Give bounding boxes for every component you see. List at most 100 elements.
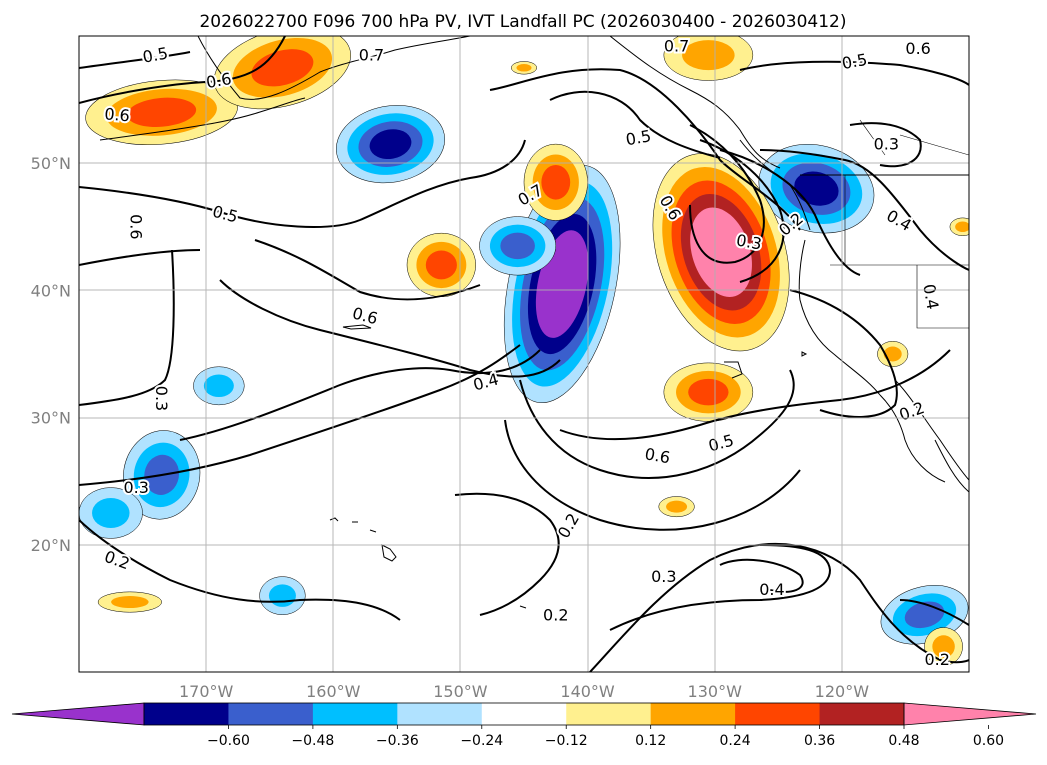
contour-label: 0.6 <box>905 39 930 58</box>
pv-anomaly-feature <box>652 153 790 352</box>
contour-label: 0.7 <box>359 46 384 65</box>
colorbar-tick-label: 0.48 <box>888 733 919 749</box>
colorbar-tick-label: 0.12 <box>635 733 666 749</box>
chart-title: 2026022700 F096 700 hPa PV, IVT Landfall… <box>199 12 846 32</box>
pv-shade-band <box>425 250 457 280</box>
pv-anomaly-feature <box>503 165 621 404</box>
colorbar-tick-label: −0.48 <box>291 733 334 749</box>
pv-anomaly-feature <box>658 496 695 518</box>
pv-anomaly-feature <box>479 216 557 276</box>
misc-islands <box>342 324 808 609</box>
pv-shade-band <box>794 171 839 206</box>
pv-anomaly-feature <box>406 232 476 298</box>
pv-shade-band <box>688 378 729 406</box>
colorbar-tick-label: 0.60 <box>973 733 1004 749</box>
pv-anomaly-feature <box>949 217 969 236</box>
pv-anomaly-feature <box>663 36 754 81</box>
state-borders <box>830 119 969 329</box>
gridlines <box>79 36 969 672</box>
contour-line <box>454 492 560 616</box>
x-tick-label: 140°W <box>560 682 615 701</box>
pv-shade-band <box>883 346 902 362</box>
contour-line <box>559 349 951 441</box>
mexico-coast <box>934 439 969 493</box>
hawaii-islands <box>329 517 397 562</box>
colorbar-segment <box>228 703 314 725</box>
contour-labels-layer: 0.50.60.60.50.60.60.30.30.20.40.70.50.60… <box>100 36 952 671</box>
x-tick-label: 130°W <box>688 682 743 701</box>
colorbar-segment <box>481 703 567 725</box>
contour-label: 0.4 <box>759 580 784 599</box>
colorbar-tick-label: −0.60 <box>207 733 250 749</box>
pv-shade-band <box>92 497 130 529</box>
pv-shade-band <box>955 221 969 233</box>
colorbar-tick-label: −0.24 <box>460 733 503 749</box>
x-tick-label: 150°W <box>433 682 488 701</box>
pv-shade-band <box>500 232 535 260</box>
contour-line <box>759 149 969 271</box>
contour-line <box>79 139 526 228</box>
colorbar-segment <box>144 703 229 725</box>
colorbar-tick-label: −0.36 <box>376 733 419 749</box>
colorbar-tick-label: −0.12 <box>545 733 588 749</box>
pv-anomaly-feature <box>213 36 351 110</box>
colorbar-segment <box>650 703 736 725</box>
pv-shade-band <box>541 164 571 200</box>
contour-line <box>79 519 401 621</box>
contour-label: 0.2 <box>543 605 568 624</box>
contour-label: 0.6 <box>127 214 146 239</box>
contour-line <box>719 558 804 593</box>
pv-anomaly-feature <box>85 79 238 145</box>
aleutian-chain <box>99 97 306 141</box>
pv-anomaly-feature <box>877 341 909 367</box>
contour-label: 0.3 <box>152 386 171 411</box>
contour-line <box>79 51 191 69</box>
contour-label: 0.3 <box>874 135 899 154</box>
pv-shade-band <box>111 596 149 609</box>
contour-line <box>789 289 898 418</box>
contour-line <box>79 36 286 104</box>
contour-line <box>589 542 969 672</box>
y-tick-label: 20°N <box>31 536 71 555</box>
pv-anomaly-feature <box>79 487 143 539</box>
colorbar-segment <box>312 703 398 725</box>
gulf-of-california-coast <box>894 379 969 481</box>
colorbar-extend-low <box>11 702 145 726</box>
pv-shade-band <box>699 220 743 284</box>
contour-line <box>79 249 175 406</box>
west-coast-us <box>798 239 881 396</box>
contour-label: 0.2 <box>924 650 949 669</box>
pv-shade-band <box>127 97 197 127</box>
alaska-panhandle <box>609 36 781 169</box>
pv-anomaly-feature <box>663 362 754 422</box>
pv-shade-band <box>203 374 234 398</box>
contour-line <box>504 419 801 531</box>
pv-anomaly-feature <box>511 61 537 75</box>
contour-label: 0.6 <box>104 104 131 125</box>
colorbar: −0.60 −0.48 −0.36 −0.24 −0.12 0.12 0.24 0.36 0.4… <box>11 702 1037 749</box>
contour-line <box>739 60 969 86</box>
pv-anomaly-feature <box>97 591 162 613</box>
alaska-coastline <box>197 36 471 100</box>
coastline-layer <box>99 36 969 609</box>
contour-line <box>79 239 481 301</box>
contour-line <box>179 349 541 441</box>
colorbar-segment <box>819 703 905 725</box>
map-frame <box>78 35 970 673</box>
x-tick-label: 120°W <box>815 682 870 701</box>
x-tick-label: 160°W <box>306 682 361 701</box>
contour-line <box>849 122 922 168</box>
pv-shade-band <box>268 584 296 607</box>
contour-label: 0.3 <box>123 478 148 497</box>
contour-line <box>719 149 861 276</box>
y-tick-label: 40°N <box>31 281 71 300</box>
contour-line <box>609 544 832 631</box>
baja-california <box>879 394 946 483</box>
pv-shade-band <box>932 635 955 658</box>
colorbar-segment <box>735 703 821 725</box>
colorbar-outline <box>143 702 905 726</box>
contour-line <box>219 279 561 378</box>
contour-label: 0.7 <box>664 37 689 56</box>
pv-shade-band <box>666 500 688 513</box>
ivt-contour-layer <box>79 36 969 672</box>
